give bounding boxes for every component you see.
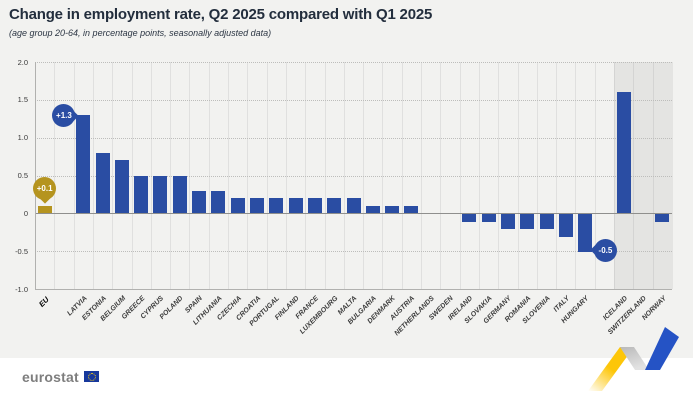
y-axis-tick-label: 1.5 xyxy=(17,95,28,105)
bar-finland xyxy=(288,198,303,214)
chart-title: Change in employment rate, Q2 2025 compa… xyxy=(9,6,433,23)
bar-slovenia xyxy=(539,214,554,230)
bar-czechia xyxy=(230,198,245,214)
bar-italy xyxy=(558,214,573,238)
eu-flag-icon xyxy=(84,371,99,382)
y-axis-tick-label: -0.5 xyxy=(15,246,28,256)
bar-france xyxy=(307,198,322,214)
chart-subtitle: (age group 20-64, in percentage points, … xyxy=(9,28,272,38)
bar-germany xyxy=(500,214,515,230)
bar-hungary xyxy=(578,214,593,253)
gridline--1.0 xyxy=(35,289,672,290)
y-axis-tick-label: 2.0 xyxy=(17,57,28,67)
bar-ireland xyxy=(462,214,477,222)
y-axis-tick-label: 0.5 xyxy=(17,171,28,180)
gridline-1.0 xyxy=(35,137,672,139)
bar-greece xyxy=(134,175,149,214)
y-axis-tick-label: 0 xyxy=(23,208,28,218)
bar-belgium xyxy=(114,160,129,214)
bar-malta xyxy=(346,198,361,214)
gridline--0.5 xyxy=(35,251,672,253)
bar-eu xyxy=(37,205,52,214)
x-axis-label-eu: EU xyxy=(37,295,52,309)
bar-norway xyxy=(655,214,670,222)
gridline-0.5 xyxy=(35,175,672,177)
bar-austria xyxy=(404,205,419,214)
bar-lithuania xyxy=(211,190,226,214)
footer-bar: eurostat xyxy=(0,358,693,401)
gridline-0 xyxy=(35,213,672,215)
bar-iceland xyxy=(616,92,631,214)
y-axis-tick-label: -1.0 xyxy=(15,284,28,294)
bar-latvia xyxy=(76,114,91,214)
data-label-badge-eu: +0.1 xyxy=(33,177,57,201)
bar-luxembourg xyxy=(327,198,342,214)
bar-portugal xyxy=(269,198,284,214)
eurostat-ribbon-graphic xyxy=(588,327,679,391)
bar-bulgaria xyxy=(365,205,380,214)
y-axis-tick-label: 1.0 xyxy=(17,133,28,143)
bar-slovakia xyxy=(481,214,496,222)
bar-poland xyxy=(172,175,187,214)
bar-croatia xyxy=(249,198,264,214)
eurostat-logo: eurostat xyxy=(22,369,79,385)
bar-spain xyxy=(192,190,207,214)
data-label-badge-hungary: -0.5 xyxy=(593,238,617,262)
gridline-1.5 xyxy=(35,99,672,101)
gridline-2.0 xyxy=(35,62,672,63)
bar-estonia xyxy=(95,152,110,214)
bar-romania xyxy=(520,214,535,230)
bar-cyprus xyxy=(153,175,168,214)
y-axis-line xyxy=(35,62,36,289)
bar-denmark xyxy=(385,205,400,214)
data-label-badge-latvia: +1.3 xyxy=(52,104,76,128)
